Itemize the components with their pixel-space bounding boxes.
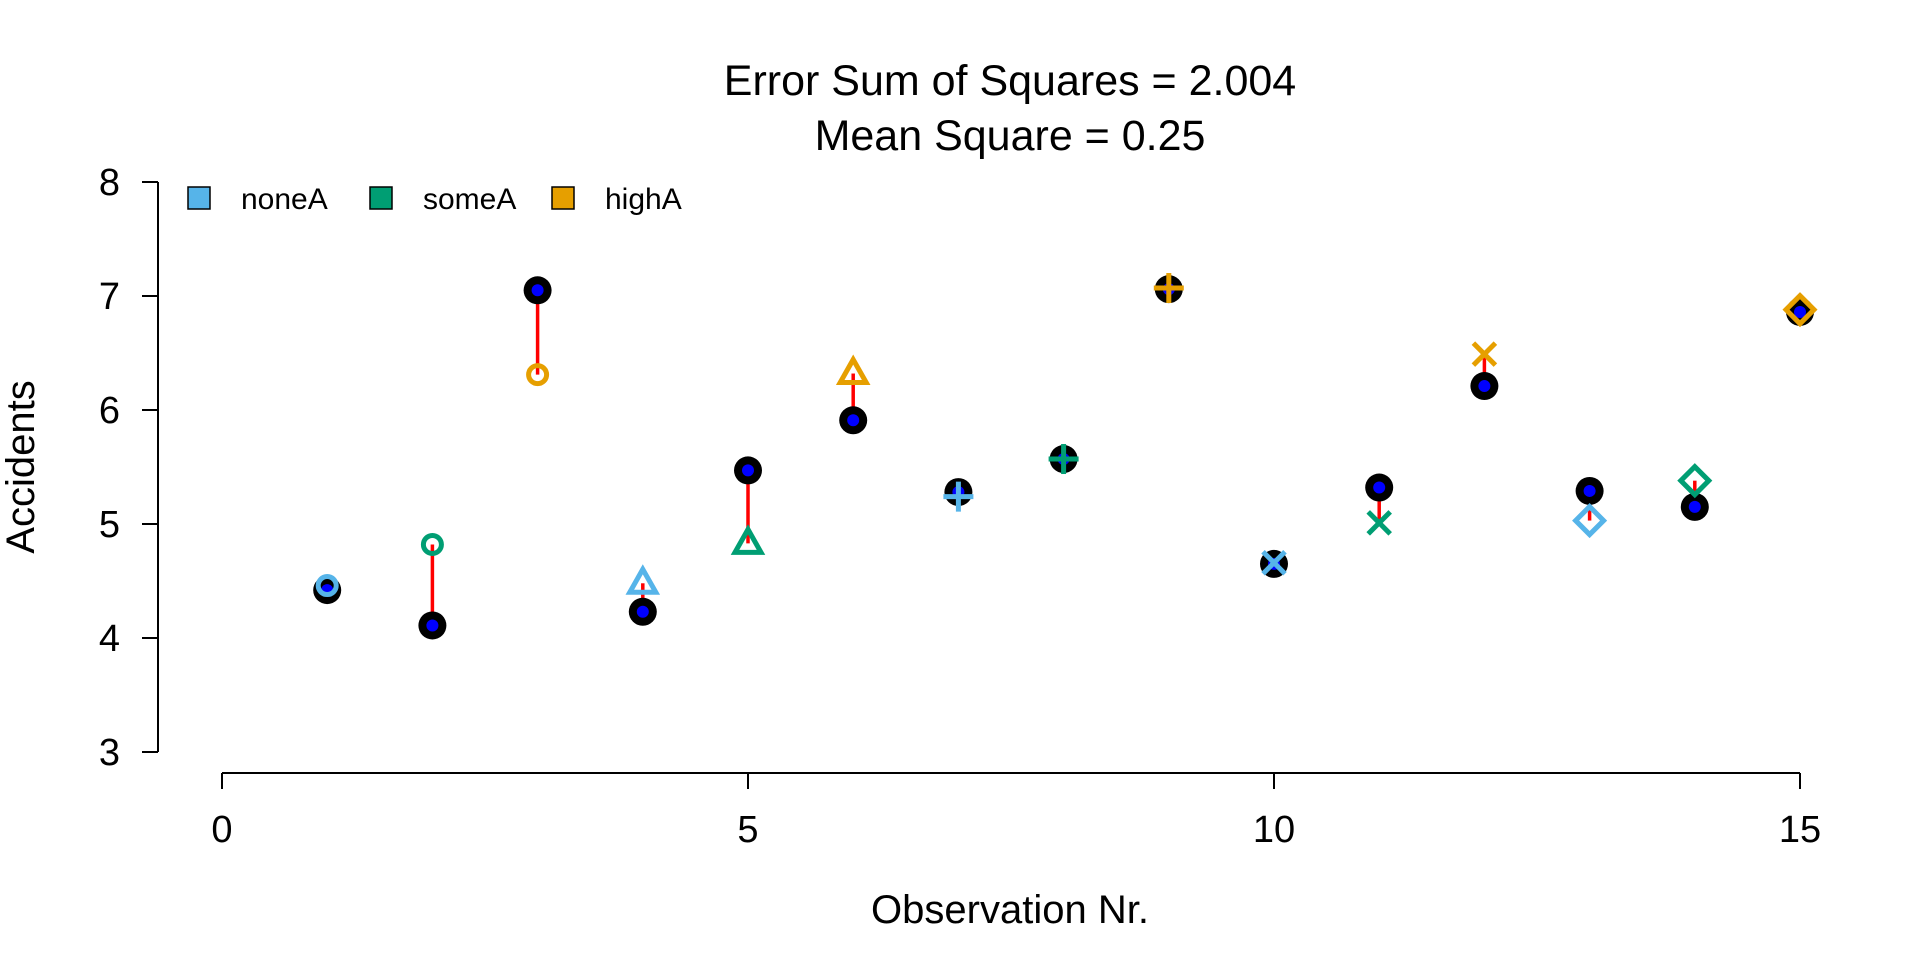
chart-title: Error Sum of Squares = 2.004	[724, 57, 1296, 105]
x-axis-title: Observation Nr.	[871, 888, 1149, 932]
legend-label-someA: someA	[423, 183, 516, 216]
x-tick-label: 0	[211, 809, 232, 851]
legend-swatch-someA	[369, 186, 393, 210]
y-axis: 3 4 5 6 7 8	[99, 162, 159, 774]
observed-points	[313, 275, 1814, 640]
observed-point-center-3	[531, 284, 544, 297]
y-tick-label: 5	[99, 504, 120, 546]
fitted-marker-8	[1048, 444, 1079, 475]
observed-point-center-6	[847, 414, 860, 427]
x-axis: 0 5 10 15	[211, 772, 1821, 851]
fitted-marker-4	[625, 564, 661, 595]
fitted-marker-1	[315, 574, 339, 598]
fitted-marker-5	[730, 524, 766, 555]
y-tick-label: 7	[99, 276, 120, 318]
x-tick-label: 15	[1779, 809, 1821, 851]
fitted-marker-2	[420, 533, 444, 557]
fitted-marker-6	[835, 354, 871, 386]
y-tick-label: 6	[99, 390, 120, 432]
y-tick-label: 3	[99, 732, 120, 774]
x-tick-label: 5	[737, 809, 758, 851]
observed-point-center-12	[1478, 380, 1491, 393]
observed-point-center-13	[1583, 484, 1596, 497]
observed-point-center-4	[636, 605, 649, 618]
legend-label-highA: highA	[605, 183, 682, 216]
legend-swatch-noneA	[187, 186, 211, 210]
chart-subtitle: Mean Square = 0.25	[815, 112, 1206, 160]
legend-swatch-highA	[551, 186, 575, 210]
y-tick-label: 8	[99, 162, 120, 204]
y-axis-title: Accidents	[0, 380, 43, 553]
fitted-marker-7	[943, 481, 974, 512]
observed-point-center-5	[742, 464, 754, 477]
observed-point-center-2	[426, 619, 439, 632]
y-ticks: 3 4 5 6 7 8	[99, 162, 158, 774]
observed-point-center-11	[1373, 481, 1386, 494]
fitted-marker-12	[1471, 341, 1498, 367]
legend: noneA someA highA	[187, 183, 682, 216]
y-tick-label: 4	[99, 618, 120, 660]
fitted-marker-11	[1366, 510, 1392, 536]
fitted-marker-3	[526, 363, 550, 387]
fitted-marker-9	[1153, 273, 1184, 304]
observed-point-center-14	[1688, 500, 1701, 513]
observed-point-center-15	[1794, 305, 1806, 318]
fitted-markers	[315, 273, 1818, 598]
fitted-marker-15	[1782, 292, 1818, 328]
x-tick-label: 10	[1253, 809, 1295, 851]
fitted-marker-13	[1572, 503, 1608, 539]
legend-label-noneA: noneA	[241, 183, 328, 216]
x-ticks: 0 5 10 15	[211, 773, 1821, 851]
fitted-marker-10	[1261, 549, 1287, 576]
fitted-marker-14	[1677, 463, 1713, 499]
